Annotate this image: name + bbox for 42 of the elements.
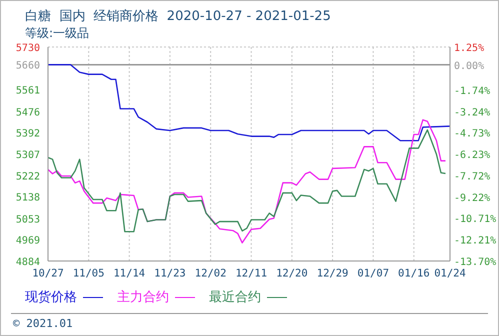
- y-tick-label: 5660: [16, 60, 40, 72]
- y2-tick-label: -6.23%: [454, 150, 490, 162]
- y2-tick-label: -12.21%: [454, 236, 496, 247]
- chart-title: 白糖 国内 经销商价格 2020-10-27 - 2021-01-25: [25, 8, 331, 25]
- line-series: [48, 119, 446, 244]
- legend-label: 主力合约: [117, 289, 169, 306]
- line-series: [48, 64, 450, 142]
- x-tick-label: 01/24: [434, 267, 466, 280]
- y2-tick-label: -7.72%: [454, 171, 490, 182]
- y-tick-label: 5392: [16, 128, 40, 140]
- x-tick-label: 10/27: [32, 267, 64, 280]
- y2-tick-label: -3.24%: [454, 107, 490, 118]
- x-tick-label: 12/29: [316, 267, 348, 280]
- x-tick-label: 01/07: [357, 267, 390, 280]
- y-tick-label: 5730: [16, 43, 40, 54]
- y2-tick-label: -13.70%: [454, 257, 496, 268]
- x-tick-label: 12/02: [194, 267, 226, 280]
- y2-tick-label: -9.22%: [454, 192, 490, 204]
- chart-subtitle: 等级:一级品: [25, 25, 90, 42]
- line-series: [48, 129, 446, 232]
- text: © 2021.01: [13, 317, 73, 330]
- y2-tick-label: -10.71%: [454, 214, 496, 226]
- y-tick-label: 5561: [16, 86, 40, 97]
- y-tick-label: 5053: [16, 214, 40, 226]
- x-tick-label: 12/11: [235, 267, 268, 280]
- y-tick-label: 4884: [16, 257, 40, 268]
- y-tick-label: 4969: [16, 236, 40, 246]
- y-tick-label: 5476: [16, 107, 40, 118]
- y2-tick-label: -4.73%: [454, 128, 490, 140]
- y2-tick-label: -1.74%: [454, 86, 490, 97]
- x-tick-label: 11/23: [154, 267, 186, 280]
- y-tick-label: 5222: [16, 172, 40, 182]
- y-tick-label: 5138: [16, 192, 40, 204]
- legend-label: 现货价格: [25, 289, 77, 306]
- x-tick-label: 11/05: [72, 267, 104, 280]
- x-tick-label: 11/14: [114, 267, 146, 280]
- legend-label: 最近合约: [209, 289, 261, 306]
- y2-tick-label: 0.00%: [454, 60, 484, 72]
- y2-tick-label: 1.25%: [454, 43, 484, 54]
- x-tick-label: 12/20: [276, 267, 308, 280]
- x-tick-label: 01/16: [398, 267, 430, 280]
- y-tick-label: 5307: [16, 150, 40, 161]
